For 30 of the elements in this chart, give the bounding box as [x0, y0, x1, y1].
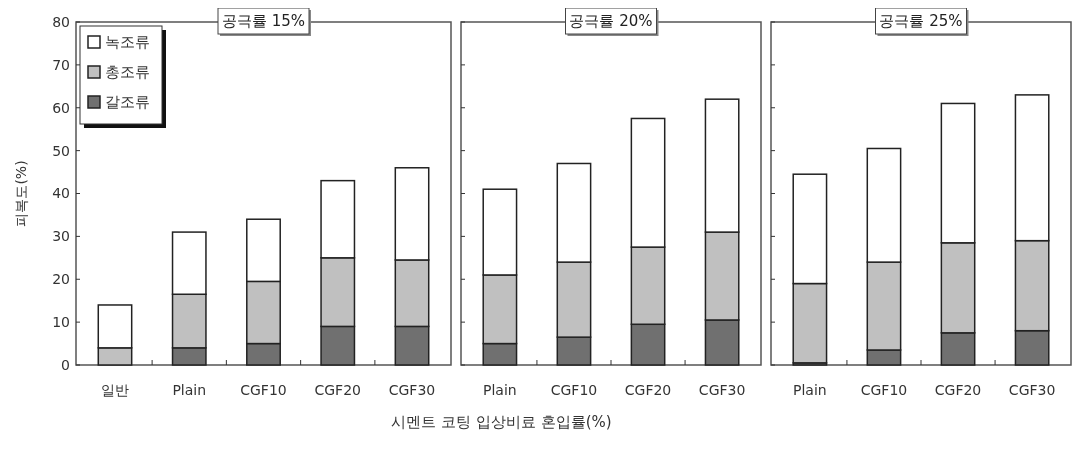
chart-title: 공극률 25%: [879, 12, 963, 31]
x-tick-label: CGF10: [240, 382, 287, 398]
y-tick-label: 50: [52, 142, 70, 159]
x-tick-label: Plain: [172, 382, 207, 398]
x-tick-label: Plain: [483, 382, 517, 398]
x-tick-label: CGF10: [860, 382, 908, 398]
chart-title: 공극률 20%: [569, 12, 653, 31]
x-tick-label: 일반: [100, 382, 129, 398]
x-tick-label: CGF30: [388, 382, 436, 398]
y-tick-label: 80: [52, 13, 70, 30]
x-tick-label: CGF20: [934, 382, 982, 398]
x-axis-title: 시멘트 코팅 입상비료 혼입률(%): [391, 413, 612, 431]
legend-label: 녹조류: [105, 33, 150, 52]
y-axis-title: 피복도(%): [13, 160, 29, 227]
y-tick-label: 0: [61, 356, 70, 373]
y-tick-label: 20: [52, 271, 70, 288]
x-tick-label: CGF20: [624, 382, 672, 398]
legend-label: 갈조류: [105, 93, 150, 112]
y-tick-label: 30: [52, 228, 70, 245]
y-tick-label: 40: [52, 185, 70, 202]
legend-label: 총조류: [105, 63, 150, 82]
x-tick-label: CGF10: [550, 382, 598, 398]
y-tick-label: 60: [52, 99, 70, 116]
x-tick-label: Plain: [793, 382, 827, 398]
y-tick-label: 70: [52, 56, 70, 73]
chart-title: 공극률 15%: [221, 12, 306, 31]
y-tick-label: 10: [52, 314, 70, 331]
x-tick-label: CGF30: [1008, 382, 1056, 398]
x-tick-label: CGF20: [314, 382, 362, 398]
x-tick-label: CGF30: [698, 382, 746, 398]
